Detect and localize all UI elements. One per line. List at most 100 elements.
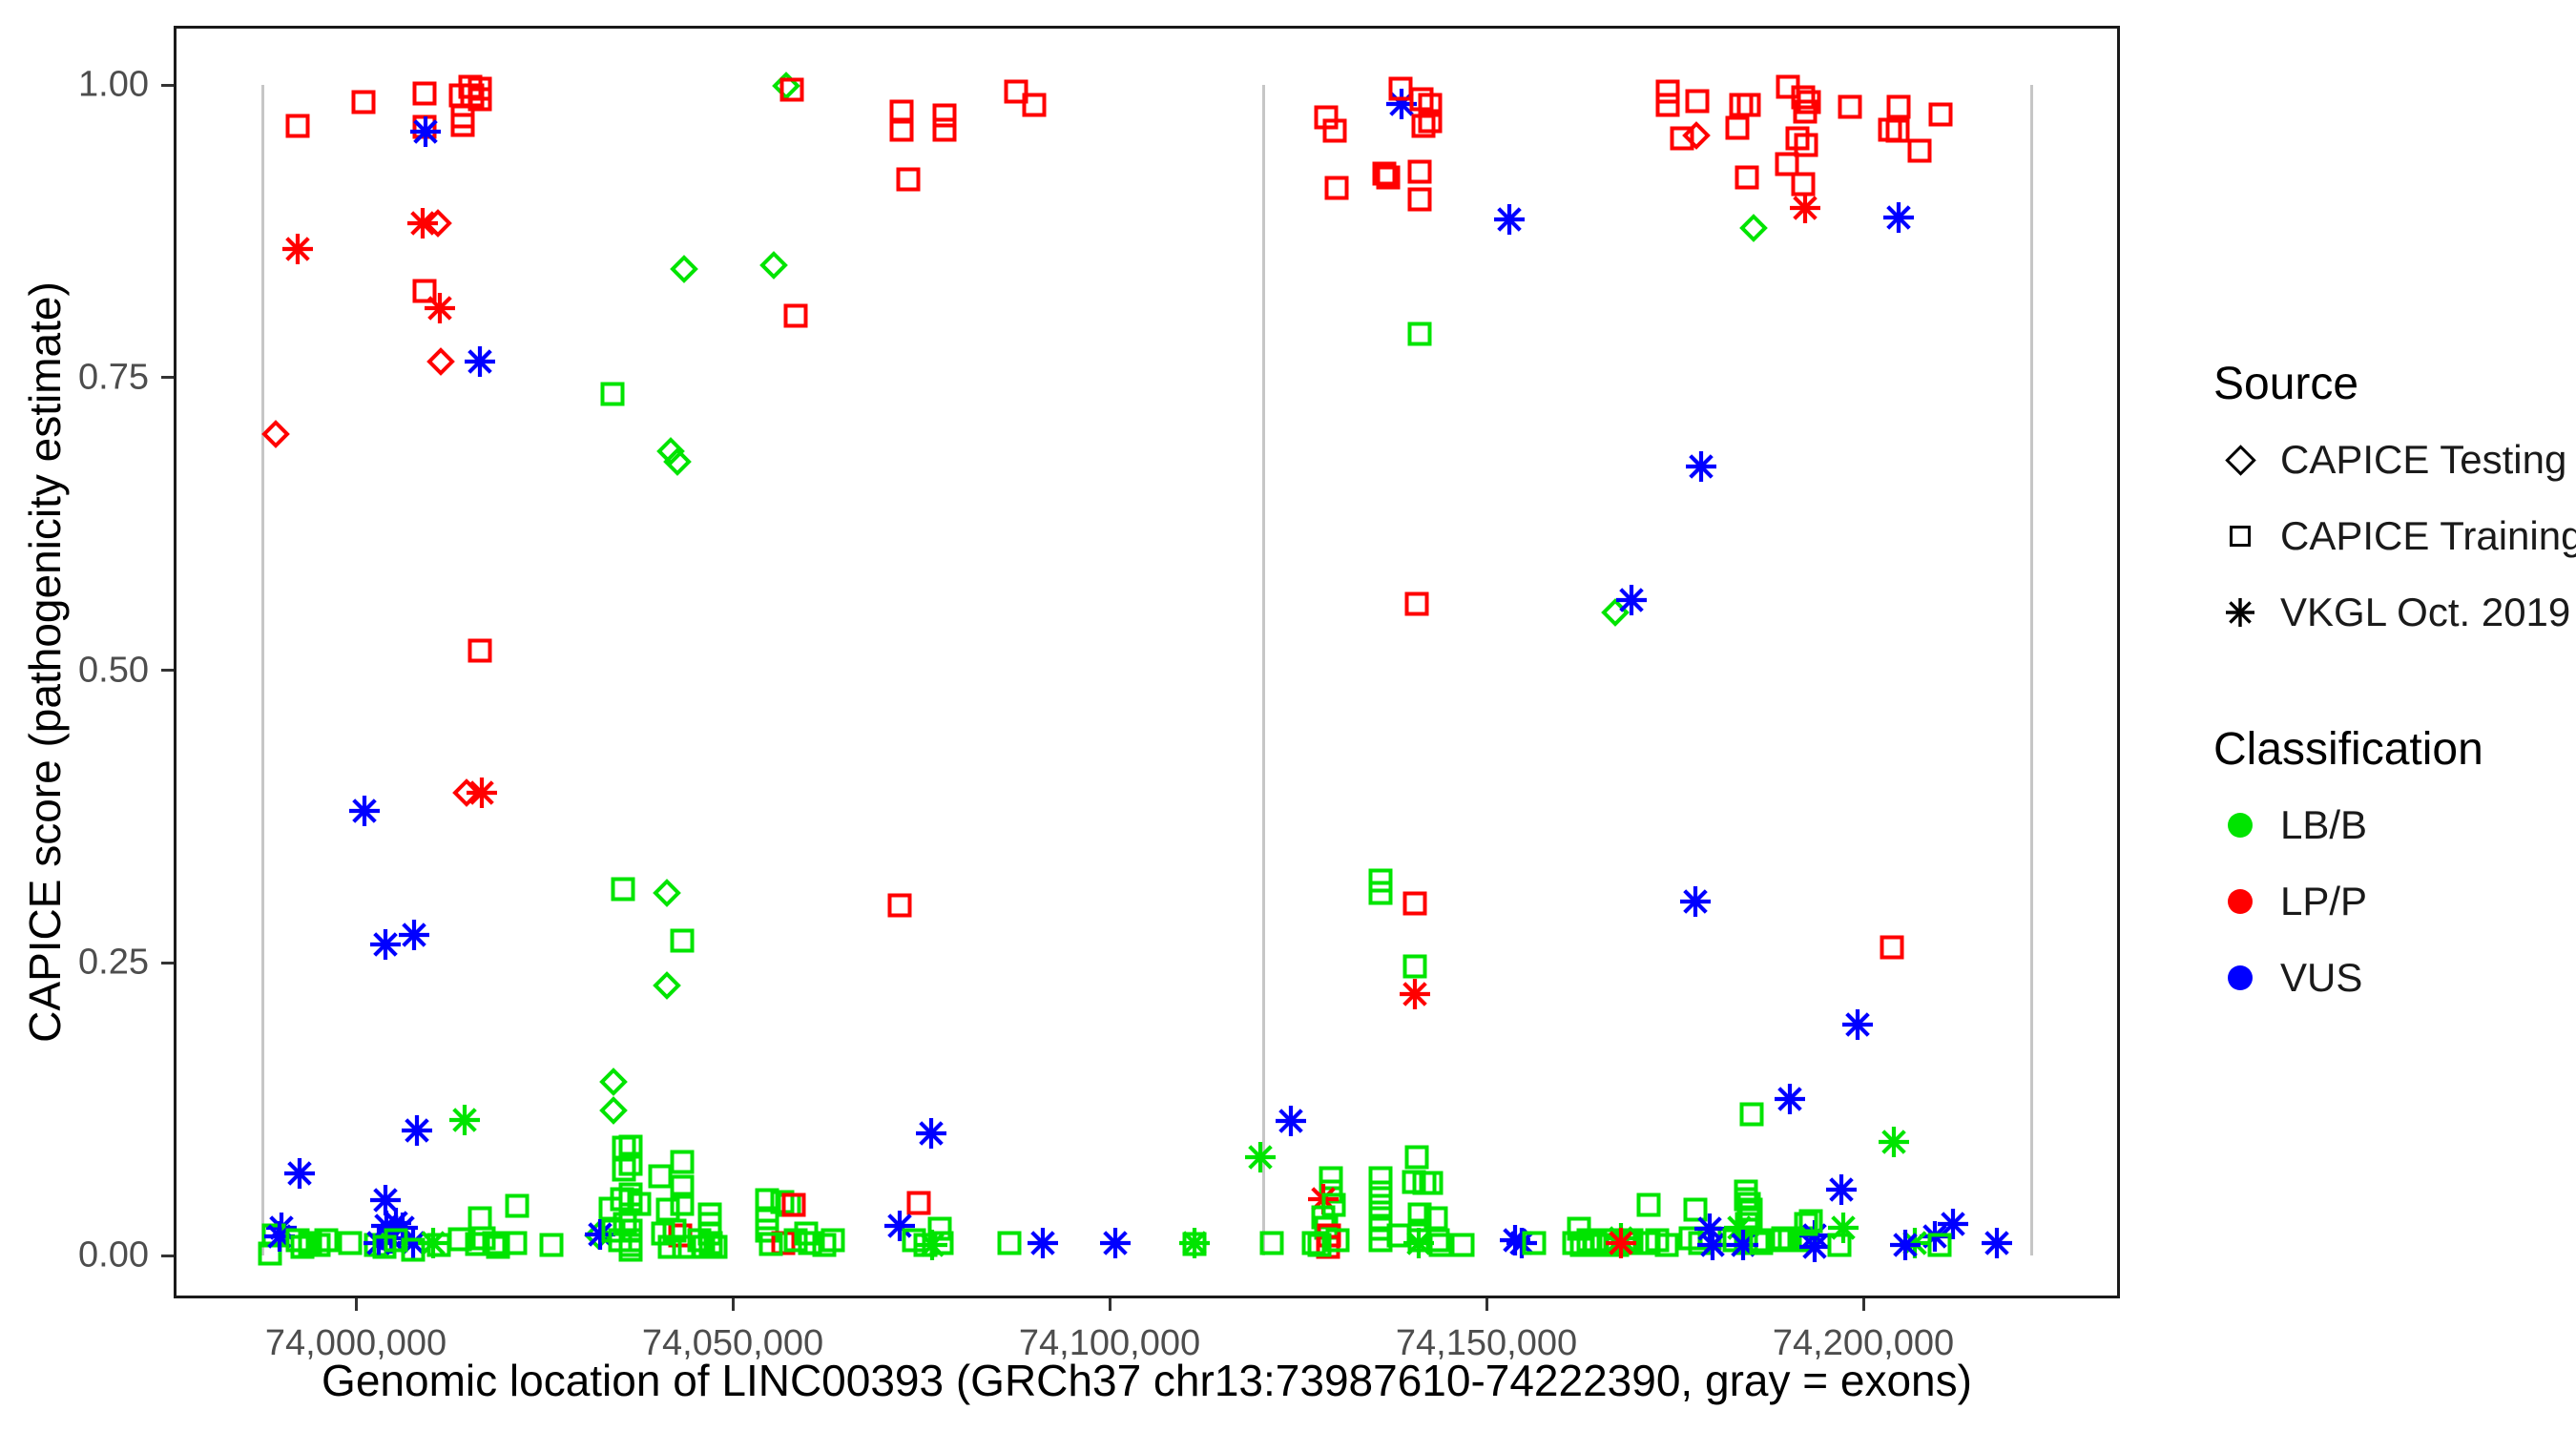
data-point (618, 1151, 643, 1176)
exon-line (260, 85, 264, 1255)
x-tick-mark (1108, 1298, 1111, 1311)
data-point (503, 1231, 528, 1255)
data-point (1725, 115, 1750, 140)
legend-label: VUS (2280, 955, 2363, 1000)
data-point (1678, 884, 1713, 919)
legend-label: CAPICE Testing (2280, 437, 2567, 482)
data-point (1407, 321, 1432, 346)
data-point (1368, 1180, 1393, 1205)
y-tick-mark (161, 1254, 174, 1257)
data-point (408, 114, 443, 149)
data-point (1791, 172, 1816, 197)
data-point (1450, 1233, 1475, 1257)
data-point (1274, 1104, 1308, 1138)
data-point (1797, 1230, 1832, 1264)
data-point (1791, 85, 1816, 110)
data-point (1788, 191, 1822, 225)
x-tick-label: 74,100,000 (1018, 1323, 1201, 1363)
data-point (657, 1234, 682, 1259)
data-point (1418, 109, 1443, 134)
data-point (691, 1234, 716, 1259)
data-point (400, 1113, 434, 1148)
data-point (1404, 591, 1429, 616)
data-point (755, 1206, 779, 1231)
data-point (1885, 118, 1910, 143)
data-point (1368, 881, 1393, 905)
y-tick-label: 0.00 (78, 1234, 149, 1275)
legend-item-vus: VUS (2213, 955, 2576, 1001)
data-point (412, 81, 437, 106)
data-point (670, 928, 695, 953)
data-point (1670, 126, 1694, 151)
data-point (505, 1193, 530, 1218)
legend-item-capice-training: CAPICE Training (2213, 513, 2576, 559)
data-point (611, 877, 635, 902)
data-point (618, 1237, 643, 1262)
data-point (1877, 1125, 1911, 1159)
data-point (1794, 133, 1818, 157)
legend-label: LP/P (2280, 879, 2368, 923)
data-point (467, 87, 492, 112)
data-point (258, 1241, 282, 1266)
data-point (896, 167, 921, 192)
data-point (539, 1233, 564, 1257)
legend-item-lbb: LB/B (2213, 802, 2576, 848)
y-tick-mark (161, 961, 174, 964)
data-point (1685, 89, 1710, 114)
data-point (1927, 1233, 1952, 1257)
data-point (338, 1231, 363, 1255)
data-point (1319, 1166, 1343, 1191)
data-point (405, 206, 440, 240)
data-point (368, 1183, 403, 1217)
data-point (781, 1192, 806, 1217)
x-tick-mark (731, 1298, 735, 1311)
data-point (889, 117, 914, 142)
data-point (1324, 176, 1349, 200)
data-point (1098, 1226, 1132, 1260)
data-point (1773, 1082, 1807, 1116)
data-point (1492, 202, 1527, 237)
data-point (821, 1228, 845, 1253)
data-point (314, 1228, 339, 1253)
data-point (1824, 1172, 1859, 1207)
y-tick-label: 0.75 (78, 357, 149, 398)
data-point (368, 927, 403, 962)
data-point (1838, 94, 1862, 119)
data-point (1182, 1232, 1207, 1256)
y-tick-mark (161, 83, 174, 87)
data-point (1736, 93, 1761, 117)
data-point (467, 638, 492, 663)
data-point (447, 1103, 482, 1137)
data-point (1423, 1206, 1448, 1231)
data-point (1368, 1166, 1393, 1191)
y-axis-title: CAPICE score (pathogenicity estimate) (20, 281, 70, 1043)
data-point (1325, 1228, 1350, 1253)
data-point (347, 794, 382, 828)
data-point (618, 1134, 643, 1159)
data-point (351, 90, 376, 114)
data-point (783, 303, 808, 328)
data-point (463, 344, 497, 379)
data-point (1259, 1231, 1284, 1255)
plot-panel (174, 26, 2120, 1298)
data-point (1655, 79, 1680, 104)
data-point (423, 291, 457, 325)
x-tick-label: 74,000,000 (264, 1323, 447, 1363)
data-point (465, 776, 499, 810)
data-point (600, 382, 625, 406)
data-point (771, 1231, 796, 1255)
data-point (1522, 1231, 1547, 1255)
exon-line (2030, 85, 2034, 1255)
data-point (1398, 977, 1432, 1011)
data-point (280, 232, 315, 266)
data-point (1827, 1233, 1852, 1257)
data-point (1683, 1197, 1708, 1222)
legend-item-capice-testing: CAPICE Testing (2213, 437, 2576, 483)
data-point (1372, 161, 1397, 186)
legend-label: VKGL Oct. 2019 (2280, 590, 2571, 634)
data-point (1428, 1233, 1453, 1257)
data-point (450, 113, 475, 137)
y-tick-label: 1.00 (78, 64, 149, 105)
data-point (1307, 1233, 1332, 1257)
